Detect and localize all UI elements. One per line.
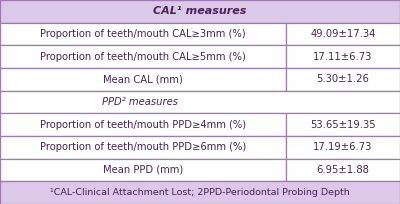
Bar xyxy=(286,68,400,91)
Text: PPD² measures: PPD² measures xyxy=(102,97,178,107)
Bar xyxy=(286,113,400,136)
Bar xyxy=(0,0,400,23)
Text: Proportion of teeth/mouth PPD≥4mm (%): Proportion of teeth/mouth PPD≥4mm (%) xyxy=(40,120,246,130)
Text: Proportion of teeth/mouth CAL≥5mm (%): Proportion of teeth/mouth CAL≥5mm (%) xyxy=(40,52,246,62)
Bar xyxy=(0,136,286,159)
Bar xyxy=(0,181,400,204)
Bar xyxy=(286,23,400,45)
Text: Mean PPD (mm): Mean PPD (mm) xyxy=(103,165,183,175)
Text: 17.11±6.73: 17.11±6.73 xyxy=(313,52,373,62)
Text: 49.09±17.34: 49.09±17.34 xyxy=(310,29,376,39)
Bar xyxy=(0,159,286,181)
Text: Mean CAL (mm): Mean CAL (mm) xyxy=(103,74,183,84)
Bar xyxy=(286,159,400,181)
Bar xyxy=(286,45,400,68)
Bar xyxy=(0,68,286,91)
Bar xyxy=(0,23,286,45)
Bar xyxy=(0,91,400,113)
Text: 6.95±1.88: 6.95±1.88 xyxy=(316,165,370,175)
Text: ¹CAL-Clinical Attachment Lost; 2PPD-Periodontal Probing Depth: ¹CAL-Clinical Attachment Lost; 2PPD-Peri… xyxy=(50,188,350,197)
Text: 53.65±19.35: 53.65±19.35 xyxy=(310,120,376,130)
Bar xyxy=(0,45,286,68)
Text: Proportion of teeth/mouth CAL≥3mm (%): Proportion of teeth/mouth CAL≥3mm (%) xyxy=(40,29,246,39)
Text: Proportion of teeth/mouth PPD≥6mm (%): Proportion of teeth/mouth PPD≥6mm (%) xyxy=(40,142,246,152)
Text: 17.19±6.73: 17.19±6.73 xyxy=(313,142,373,152)
Bar xyxy=(0,113,286,136)
Bar xyxy=(286,136,400,159)
Text: 5.30±1.26: 5.30±1.26 xyxy=(316,74,370,84)
Text: CAL¹ measures: CAL¹ measures xyxy=(153,6,247,16)
